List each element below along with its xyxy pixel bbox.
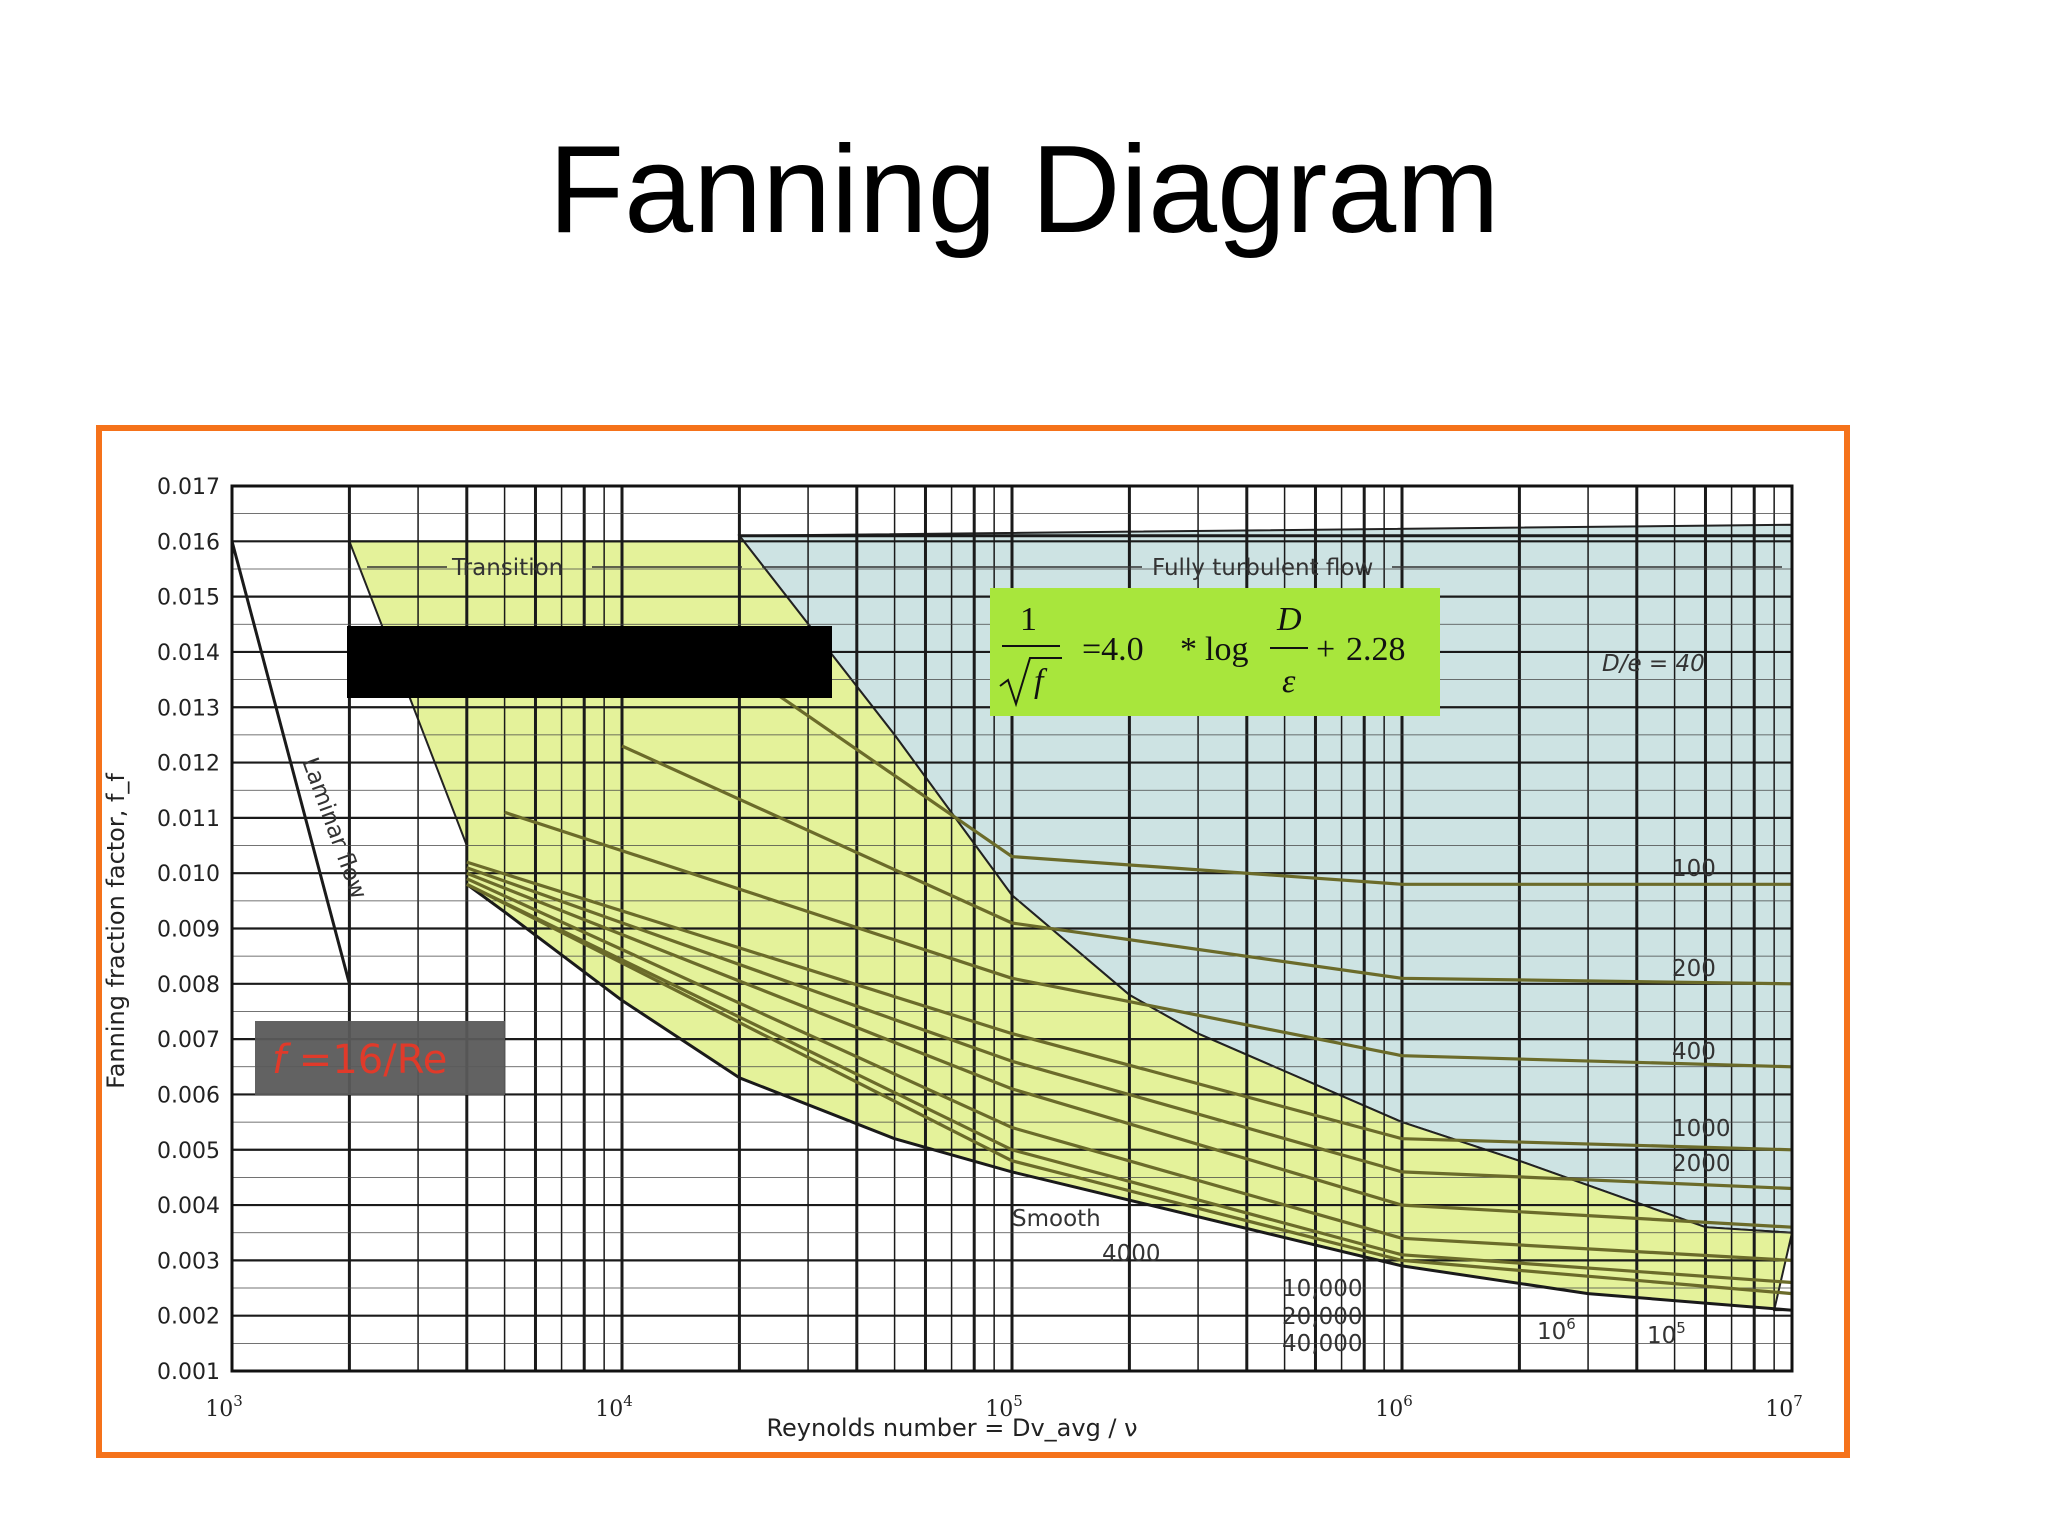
series-line-20-000 [466, 882, 1793, 1285]
y-tick-label: 0.006 [157, 1083, 220, 1108]
x-tick-label: 104 [595, 1392, 633, 1422]
series-line-400 [504, 810, 1793, 1069]
y-tick-label: 0.001 [157, 1360, 220, 1385]
curve-label: 40,000 [1282, 1331, 1362, 1357]
redaction-box [347, 626, 832, 698]
y-tick-label: 0.017 [157, 475, 220, 500]
formula-coefficient: =4.0 [1082, 631, 1144, 668]
y-tick-label: 0.004 [157, 1194, 220, 1219]
curve-label: 200 [1672, 956, 1716, 982]
formula-background [990, 588, 1440, 716]
y-tick-label: 0.002 [157, 1305, 220, 1330]
curve-label: 2000 [1672, 1151, 1731, 1177]
formula-constant: 2.28 [1346, 631, 1406, 668]
y-tick-label: 0.003 [157, 1249, 220, 1274]
curve-label: 106 [1537, 1315, 1576, 1345]
x-tick-label: 107 [1765, 1392, 1803, 1422]
laminar-equation-background [255, 1021, 505, 1095]
series-line-200 [621, 744, 1793, 986]
series-line-2000 [466, 866, 1793, 1191]
x-tick-label: 103 [205, 1392, 243, 1422]
x-tick-label: 105 [985, 1392, 1023, 1422]
y-tick-label: 0.011 [157, 807, 220, 832]
laminar-equation-rhs: =16/Re [286, 1037, 447, 1083]
formula-rhs-denominator: ε [1282, 663, 1296, 700]
slide-title: Fanning Diagram [548, 121, 1500, 259]
chart-frame: 0.001 0.002 0.003 0.004 0.005 0.006 0.007 0.008… [96, 425, 1850, 1458]
laminar-equation: f =16/Re [272, 1037, 447, 1083]
curve-label: 10,000 [1282, 1276, 1362, 1302]
chart-axes: 0.001 0.002 0.003 0.004 0.005 0.006 0.007 0.008… [157, 475, 1803, 1422]
curve-label: D/e = 40 [1602, 651, 1705, 677]
series-line-smooth [465, 883, 1793, 1312]
colebrook-formula-box: 1 f =4.0 * log D ε + 2.28 [990, 588, 1440, 716]
formula-rhs-numerator: D [1276, 601, 1302, 638]
curve-label: 100 [1672, 856, 1716, 882]
series-line-10-000 [466, 877, 1793, 1262]
sqrt-icon [999, 657, 1062, 708]
y-tick-label: 0.012 [157, 752, 220, 777]
formula-lhs-numerator: 1 [1020, 601, 1037, 638]
curve-label: 4000 [1102, 1241, 1161, 1267]
y-tick-label: 0.013 [157, 696, 220, 721]
series-line-1000 [466, 860, 1793, 1152]
y-tick-label: 0.009 [157, 918, 220, 943]
y-tick-label: 0.005 [157, 1139, 220, 1164]
curve-label: 20,000 [1282, 1304, 1362, 1330]
curve-label: Smooth [1012, 1206, 1101, 1232]
y-tick-label: 0.015 [157, 586, 220, 611]
y-tick-label: 0.014 [157, 641, 220, 666]
series-line-laminar-flow [230, 540, 351, 985]
y-tick-label: 0.016 [157, 530, 220, 555]
formula-log: log [1205, 631, 1248, 668]
laminar-equation-box: f =16/Re [255, 1021, 505, 1095]
formula-plus: + [1316, 631, 1335, 668]
series-line-40-000 [466, 882, 1793, 1296]
x-axis-title: Reynolds number = Dv_avg / ν [766, 1414, 1137, 1442]
fanning-chart: 0.001 0.002 0.003 0.004 0.005 0.006 0.007 0.008… [102, 475, 1803, 1442]
y-axis-title: Fanning fraction factor, f_f [102, 773, 130, 1089]
turbulent-region-label: Fully turbulent flow [1152, 555, 1373, 581]
curve-label: 105 [1647, 1319, 1686, 1349]
y-tick-label: 0.007 [157, 1028, 220, 1053]
curve-label: 1000 [1672, 1116, 1731, 1142]
curve-label: 400 [1672, 1039, 1716, 1065]
plot-border [230, 484, 1794, 1373]
x-tick-label: 106 [1375, 1392, 1413, 1422]
y-tick-label: 0.008 [157, 973, 220, 998]
series-line-100 [738, 667, 1792, 886]
transition-region-label: Transition [451, 555, 563, 581]
formula-multiply: * [1180, 631, 1197, 668]
y-tick-label: 0.010 [157, 862, 220, 887]
friction-curves [230, 534, 1793, 1312]
series-line-4000 [466, 871, 1793, 1229]
